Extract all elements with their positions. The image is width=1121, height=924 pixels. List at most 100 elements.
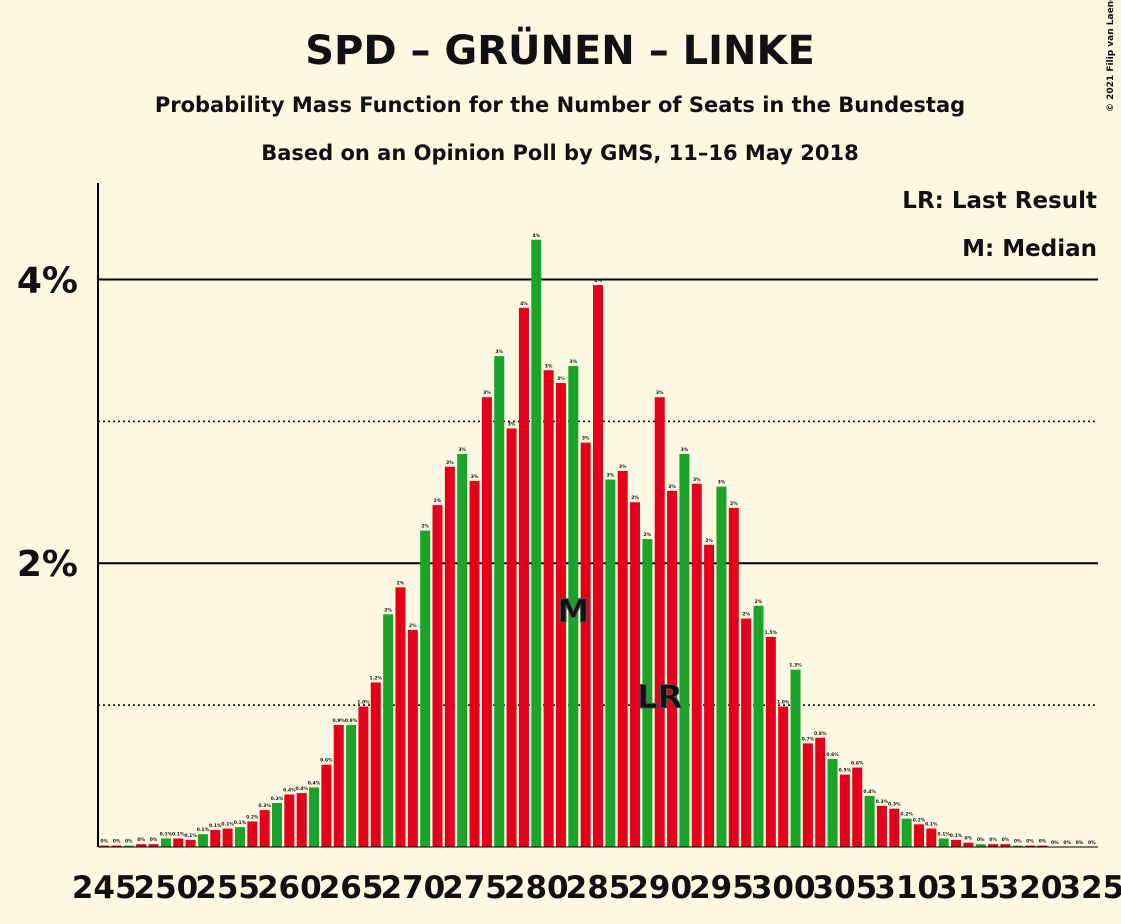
bar bbox=[136, 844, 147, 847]
chart-title: SPD – GRÜNEN – LINKE bbox=[305, 26, 815, 74]
y-tick-label: 2% bbox=[17, 544, 78, 585]
data-label: 1.2% bbox=[370, 675, 383, 681]
data-label: 0.1% bbox=[937, 831, 950, 837]
bar bbox=[765, 637, 776, 847]
data-label: 1.5% bbox=[765, 630, 778, 636]
bar bbox=[444, 466, 455, 847]
data-label: 0% bbox=[1014, 839, 1022, 845]
bar bbox=[469, 480, 480, 847]
bar bbox=[926, 828, 937, 847]
data-label: 0.3% bbox=[271, 796, 284, 802]
x-tick-label: 245 bbox=[72, 870, 137, 906]
legend-entry: M: Median bbox=[962, 236, 1097, 262]
bar bbox=[864, 795, 875, 847]
bar bbox=[395, 587, 406, 847]
bar bbox=[518, 307, 529, 847]
data-label: 0.1% bbox=[160, 831, 173, 837]
bar bbox=[123, 845, 134, 847]
bar bbox=[185, 839, 196, 847]
data-label: 3% bbox=[607, 473, 615, 479]
bar bbox=[617, 471, 628, 847]
data-label: 0% bbox=[137, 837, 145, 843]
bar bbox=[716, 486, 727, 847]
x-tick-label: 310 bbox=[874, 870, 939, 906]
data-label: 4% bbox=[520, 301, 528, 307]
data-label: 2% bbox=[397, 580, 405, 586]
bar bbox=[432, 505, 443, 847]
bar bbox=[99, 845, 110, 847]
bar bbox=[148, 844, 159, 847]
bar bbox=[210, 829, 221, 847]
bar bbox=[580, 442, 591, 847]
data-label: 2% bbox=[730, 501, 738, 507]
data-label: 3% bbox=[718, 480, 726, 486]
bar bbox=[593, 285, 603, 848]
bar bbox=[642, 539, 653, 847]
data-label: 0% bbox=[989, 837, 997, 843]
data-label: 0% bbox=[1076, 840, 1084, 846]
bar bbox=[173, 838, 184, 847]
data-label: 0% bbox=[977, 837, 985, 843]
x-tick-label: 315 bbox=[936, 870, 1001, 906]
data-label: 0.1% bbox=[950, 833, 963, 839]
bar bbox=[309, 787, 320, 847]
bar bbox=[543, 370, 554, 847]
bar bbox=[222, 828, 233, 847]
data-label: 0.4% bbox=[863, 789, 876, 795]
data-label: 3% bbox=[458, 447, 466, 453]
bar bbox=[815, 737, 826, 847]
bar bbox=[741, 618, 752, 847]
bar bbox=[234, 827, 245, 847]
data-label: 0% bbox=[113, 839, 121, 845]
data-label: 0.2% bbox=[246, 814, 259, 820]
data-label: 2% bbox=[705, 538, 713, 544]
subtitle: Probability Mass Function for the Number… bbox=[155, 93, 965, 117]
data-label: 3% bbox=[569, 359, 577, 365]
data-label: 0% bbox=[100, 839, 108, 845]
data-label: 0.3% bbox=[876, 799, 889, 805]
data-label: 3% bbox=[619, 464, 627, 470]
bar bbox=[852, 767, 863, 847]
data-label: 3% bbox=[582, 436, 590, 442]
data-label: 2% bbox=[409, 623, 417, 629]
data-label: 0.8% bbox=[814, 731, 827, 737]
data-label: 1.0% bbox=[777, 700, 790, 706]
bar bbox=[494, 356, 505, 847]
bar bbox=[975, 844, 986, 847]
data-label: 0.1% bbox=[925, 822, 938, 828]
bar bbox=[938, 838, 949, 847]
bar bbox=[1012, 845, 1023, 847]
bar bbox=[420, 530, 431, 847]
bar bbox=[1000, 844, 1011, 847]
data-label: 0.5% bbox=[839, 768, 852, 774]
bar bbox=[605, 479, 616, 847]
marker-label: M bbox=[557, 592, 589, 630]
data-label: 0.1% bbox=[197, 827, 210, 833]
data-label: 0% bbox=[1051, 840, 1059, 846]
data-label: 3% bbox=[656, 390, 664, 396]
bar bbox=[988, 844, 999, 847]
data-label: 0.1% bbox=[172, 831, 185, 837]
bar bbox=[654, 397, 665, 847]
bar bbox=[284, 794, 295, 847]
data-label: 3% bbox=[495, 349, 503, 355]
data-label: 3% bbox=[668, 484, 676, 490]
data-label: 2% bbox=[384, 607, 392, 613]
data-label: 4% bbox=[532, 233, 540, 239]
data-label: 0% bbox=[150, 837, 158, 843]
bar bbox=[630, 502, 641, 847]
bar bbox=[346, 724, 357, 847]
data-label: 3% bbox=[508, 421, 516, 427]
x-tick-label: 260 bbox=[257, 870, 322, 906]
data-label: 0% bbox=[965, 836, 973, 842]
data-label: 0.4% bbox=[295, 786, 308, 792]
data-label: 0.6% bbox=[851, 761, 864, 767]
bar bbox=[704, 544, 715, 847]
bar bbox=[197, 834, 208, 847]
data-label: 0.6% bbox=[320, 758, 333, 764]
data-label: 0.6% bbox=[826, 752, 839, 758]
data-label: 3% bbox=[693, 477, 701, 483]
data-label: 0.1% bbox=[234, 820, 247, 826]
data-label: 2% bbox=[631, 495, 639, 501]
